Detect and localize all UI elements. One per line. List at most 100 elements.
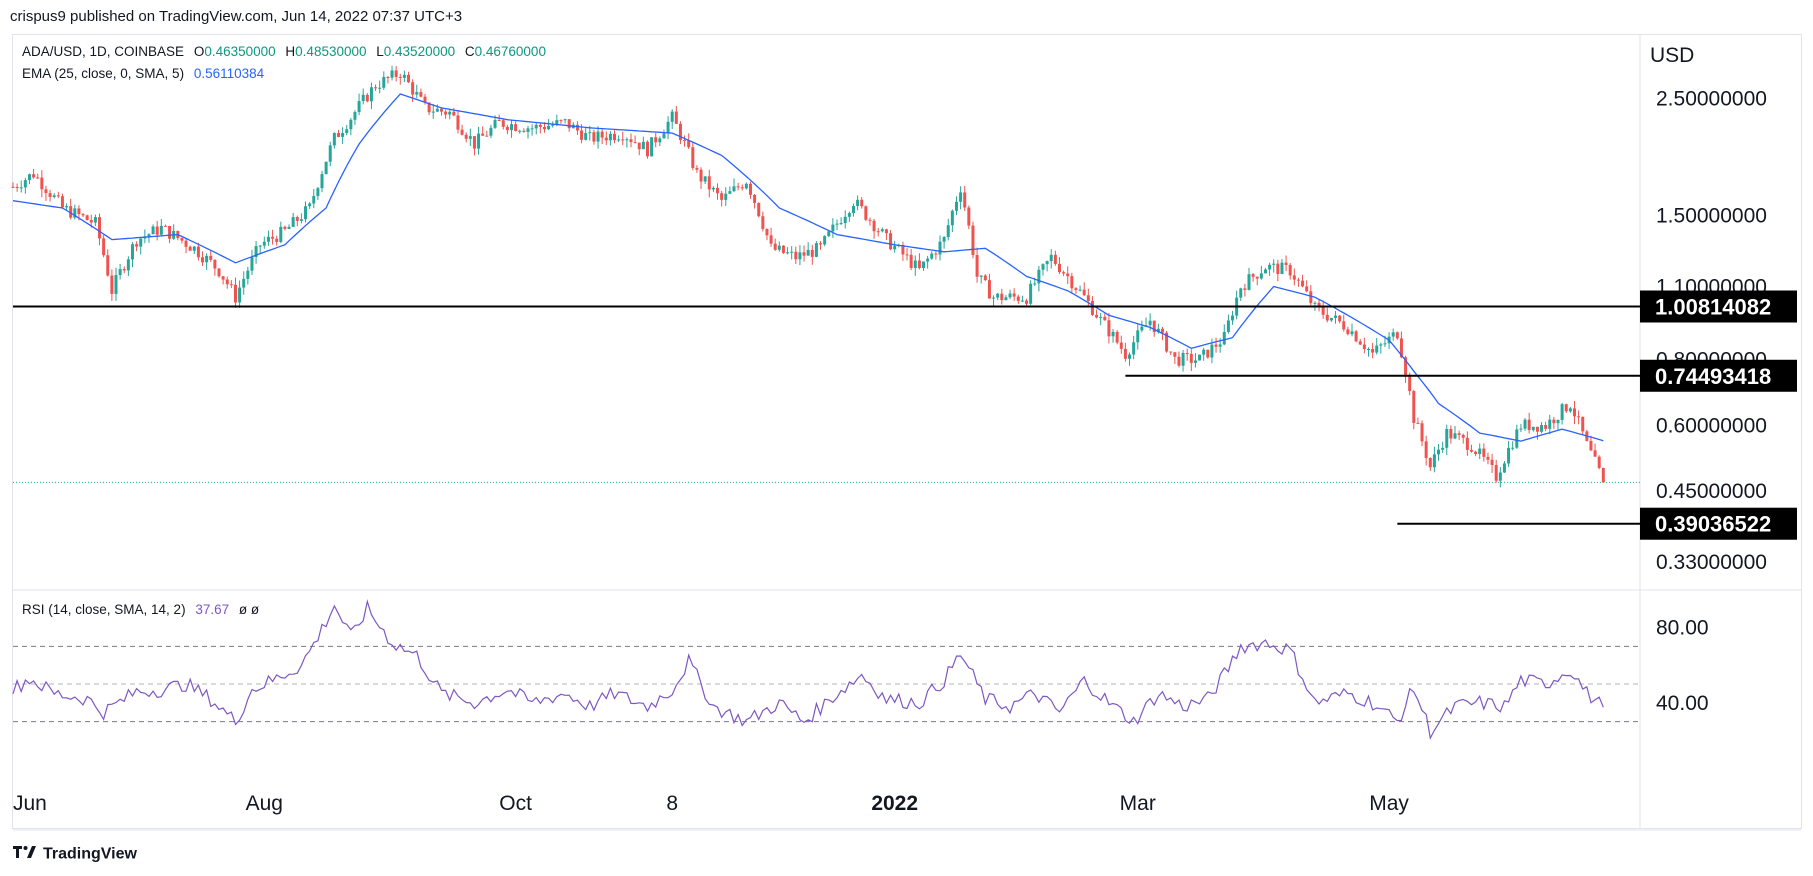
candle-body — [139, 238, 143, 247]
candle-body — [1202, 349, 1206, 355]
candle-body — [299, 219, 303, 221]
candle-body — [872, 220, 876, 232]
candle-body — [1214, 344, 1218, 347]
candle-body — [11, 186, 15, 188]
candle-body — [1045, 261, 1049, 265]
candle-body — [81, 214, 85, 216]
candle-body — [341, 133, 345, 137]
candle-body — [89, 220, 93, 223]
candle-body — [967, 207, 971, 226]
rsi-label[interactable]: RSI (14, close, SMA, 14, 2) — [22, 602, 186, 617]
candle-body — [1074, 288, 1078, 290]
candle-body — [806, 249, 810, 256]
candle-body — [233, 284, 237, 303]
candle-body — [415, 92, 419, 95]
candle-body — [378, 87, 382, 89]
candle-body — [884, 229, 888, 234]
price-legend[interactable]: ADA/USD, 1D, COINBASE O0.46350000 H0.485… — [22, 44, 546, 59]
high-value: 0.48530000 — [295, 44, 367, 59]
candle-body — [1128, 354, 1132, 359]
candle-body — [163, 225, 167, 227]
close-key: C — [464, 44, 475, 59]
price-tick-label: 2.50000000 — [1656, 88, 1767, 111]
candle-body — [538, 124, 542, 128]
candle-body — [856, 199, 860, 207]
tradingview-logo[interactable]: TradingView — [13, 845, 137, 864]
candle-body — [534, 124, 538, 129]
ema-label[interactable]: EMA (25, close, 0, SMA, 5) — [22, 66, 185, 81]
candle-body — [794, 251, 798, 260]
candle-body — [608, 133, 612, 141]
candle-body — [1189, 353, 1193, 363]
candle-body — [135, 244, 139, 247]
candle-body — [398, 76, 402, 78]
candle-body — [130, 244, 134, 260]
candle-body — [1086, 295, 1090, 301]
candle-body — [1309, 291, 1313, 304]
candle-body — [126, 259, 130, 271]
chart-frame[interactable] — [12, 34, 1802, 829]
candle-body — [703, 176, 707, 182]
candle-body — [526, 128, 530, 132]
candle-body — [975, 255, 979, 277]
candle-body — [835, 223, 839, 225]
candle-body — [1589, 440, 1593, 451]
candle-body — [596, 131, 600, 142]
candle-body — [460, 129, 464, 135]
candle-body — [971, 225, 975, 256]
ema-legend[interactable]: EMA (25, close, 0, SMA, 5) 0.56110384 — [22, 66, 264, 81]
candle-body — [85, 215, 89, 221]
candle-body — [584, 133, 588, 140]
candle-body — [889, 233, 893, 250]
candle-body — [308, 203, 312, 207]
ema-line — [12, 93, 1604, 442]
candle-body — [555, 120, 559, 125]
candle-body — [790, 251, 794, 253]
candle-body — [93, 217, 97, 223]
rsi-legend[interactable]: RSI (14, close, SMA, 14, 2) 37.67 ø ø — [22, 602, 259, 617]
candle-body — [184, 240, 188, 247]
candle-body — [728, 191, 732, 194]
candle-body — [481, 133, 485, 136]
candle-body — [1523, 419, 1527, 429]
candle-body — [1350, 331, 1354, 335]
candle-body — [1424, 441, 1428, 458]
candle-body — [786, 252, 790, 254]
candle-body — [1292, 275, 1296, 280]
candle-body — [77, 208, 81, 215]
candle-body — [1082, 289, 1086, 296]
candle-body — [1416, 422, 1420, 424]
candle-body — [959, 192, 963, 202]
candle-body — [1490, 459, 1494, 466]
candle-body — [1391, 332, 1395, 337]
candle-body — [1095, 314, 1099, 318]
candle-body — [773, 243, 777, 250]
candle-body — [633, 142, 637, 144]
candle-body — [106, 255, 110, 276]
candle-body — [349, 119, 353, 130]
candle-body — [225, 279, 229, 285]
candle-body — [1313, 302, 1317, 304]
candle-body — [332, 133, 336, 146]
candle-body — [427, 102, 431, 113]
candle-body — [1049, 254, 1053, 262]
candle-body — [1568, 408, 1572, 412]
candle-body — [522, 130, 526, 132]
candle-body — [913, 260, 917, 268]
candle-body — [60, 196, 64, 208]
candle-body — [1366, 348, 1370, 350]
candle-body — [439, 108, 443, 112]
low-key: L — [376, 44, 384, 59]
time-tick-label: Aug — [246, 792, 283, 815]
candle-body — [1342, 321, 1346, 330]
candle-body — [1169, 351, 1173, 353]
symbol-label[interactable]: ADA/USD, 1D, COINBASE — [22, 44, 185, 59]
candle-body — [1412, 391, 1416, 423]
candle-body — [1317, 302, 1321, 308]
candle-body — [753, 194, 757, 203]
candle-body — [617, 139, 621, 141]
candle-body — [386, 76, 390, 78]
candle-body — [880, 229, 884, 232]
candle-body — [122, 269, 126, 271]
